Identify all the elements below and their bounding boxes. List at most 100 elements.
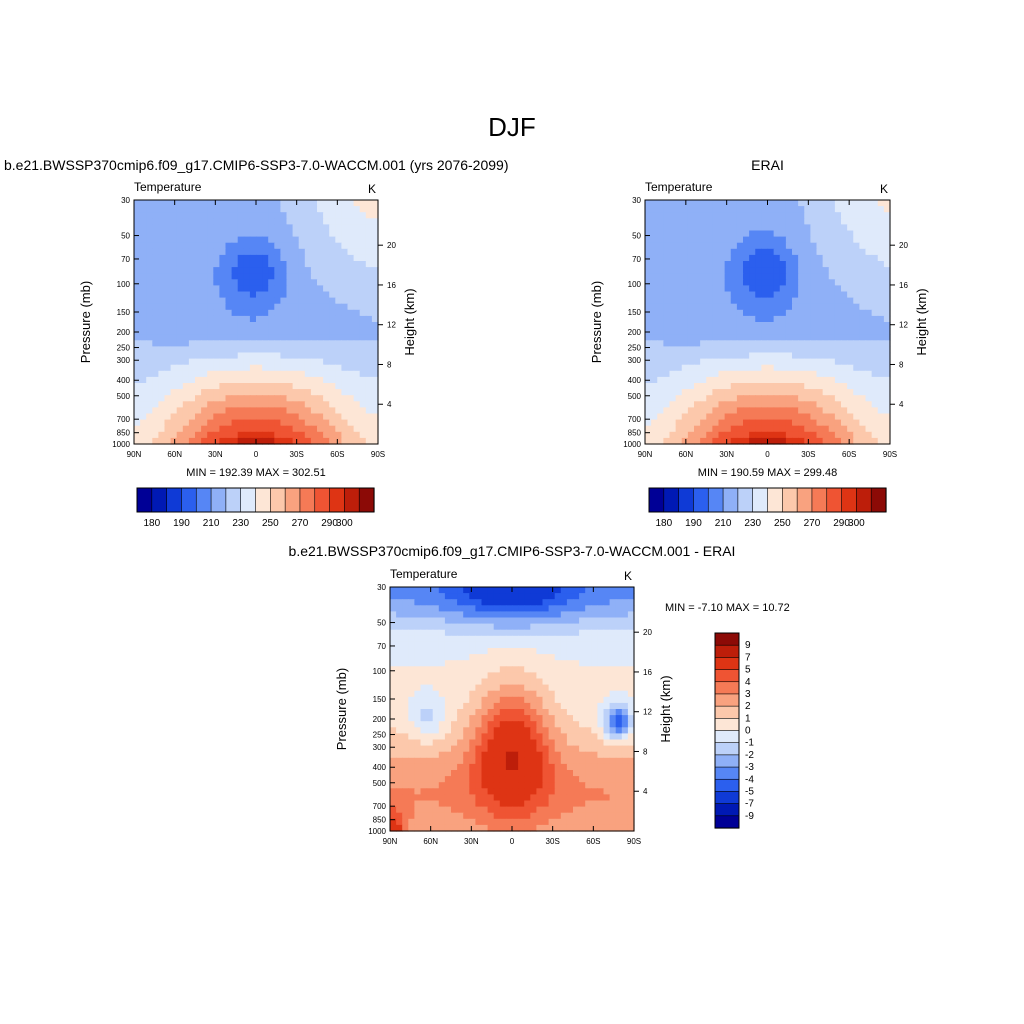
field-cell xyxy=(182,413,190,421)
field-cell xyxy=(341,224,349,232)
field-cell xyxy=(274,230,281,238)
field-cell xyxy=(609,666,617,673)
field-cell xyxy=(426,800,434,808)
field-cell xyxy=(865,358,873,366)
field-cell xyxy=(883,248,891,256)
field-cell xyxy=(396,782,403,789)
field-cell xyxy=(158,389,166,396)
field-cell xyxy=(170,322,178,329)
field-cell xyxy=(512,611,519,619)
field-cell xyxy=(262,431,269,439)
field-cell xyxy=(548,587,556,594)
field-cell xyxy=(681,254,689,262)
field-cell xyxy=(542,641,550,649)
field-cell xyxy=(718,413,726,421)
field-cell xyxy=(828,267,836,274)
field-cell xyxy=(597,666,605,673)
field-cell xyxy=(736,261,744,268)
field-cell xyxy=(396,690,403,698)
field-cell xyxy=(645,437,652,445)
field-cell xyxy=(530,721,537,728)
field-cell xyxy=(761,334,769,341)
field-cell xyxy=(615,818,623,826)
field-cell xyxy=(687,297,695,305)
field-cell xyxy=(865,407,873,415)
field-cell xyxy=(195,413,202,421)
field-cell xyxy=(675,236,683,244)
field-cell xyxy=(548,763,556,771)
field-cell xyxy=(657,291,664,299)
field-cell xyxy=(493,782,501,789)
field-cell xyxy=(304,395,312,402)
field-cell xyxy=(329,309,336,317)
field-cell xyxy=(743,425,750,433)
field-cell xyxy=(353,383,361,390)
field-cell xyxy=(347,413,355,421)
field-cell xyxy=(761,297,769,305)
field-cell xyxy=(146,236,153,244)
field-cell xyxy=(877,383,885,390)
field-cell xyxy=(146,352,153,360)
field-cell xyxy=(700,273,707,280)
field-cell xyxy=(481,666,489,673)
field-cell xyxy=(274,236,281,244)
field-cell xyxy=(237,431,245,439)
field-cell xyxy=(158,364,166,372)
field-cell xyxy=(530,605,537,612)
field-cell xyxy=(268,334,275,341)
field-cell xyxy=(335,383,342,390)
field-cell xyxy=(146,334,153,341)
field-cell xyxy=(518,770,525,777)
field-cell xyxy=(493,654,501,661)
field-cell xyxy=(585,593,592,600)
field-cell xyxy=(675,303,683,311)
field-cell xyxy=(438,745,446,753)
field-cell xyxy=(475,654,483,661)
field-cell xyxy=(146,425,153,433)
y-tick-label: 70 xyxy=(632,255,641,264)
field-cell xyxy=(188,346,196,354)
field-cell xyxy=(408,751,415,759)
field-cell xyxy=(292,254,300,262)
field-cell xyxy=(609,672,617,680)
field-cell xyxy=(512,788,519,795)
field-cell xyxy=(323,254,330,262)
field-cell xyxy=(256,431,263,439)
field-cell xyxy=(310,224,318,232)
field-cell xyxy=(785,352,793,360)
field-cell xyxy=(487,776,495,783)
field-cell xyxy=(706,328,713,335)
field-cell xyxy=(694,242,701,250)
field-cell xyxy=(669,407,677,415)
field-cell xyxy=(621,818,629,826)
field-cell xyxy=(579,818,586,826)
field-cell xyxy=(146,395,153,402)
field-cell xyxy=(414,696,422,704)
field-cell xyxy=(408,690,415,698)
field-cell xyxy=(694,358,701,366)
field-cell xyxy=(499,635,507,643)
field-cell xyxy=(597,715,605,722)
field-cell xyxy=(195,437,202,445)
field-cell xyxy=(512,587,519,594)
field-cell xyxy=(785,297,793,305)
field-cell xyxy=(493,770,501,777)
field-cell xyxy=(560,727,568,734)
field-cell xyxy=(883,395,891,402)
field-cell xyxy=(341,212,349,219)
field-cell xyxy=(292,248,300,256)
field-cell xyxy=(158,206,166,213)
field-cell xyxy=(761,346,769,354)
field-cell xyxy=(585,629,592,637)
field-cell xyxy=(736,413,744,421)
field-cell xyxy=(493,721,501,728)
field-cell xyxy=(798,291,805,299)
field-cell xyxy=(591,800,598,808)
field-cell xyxy=(207,389,214,396)
field-cell xyxy=(292,297,300,305)
field-cell xyxy=(694,346,701,354)
field-cell xyxy=(804,200,811,207)
field-cell xyxy=(877,309,885,317)
field-cell xyxy=(724,303,732,311)
field-cell xyxy=(615,782,623,789)
